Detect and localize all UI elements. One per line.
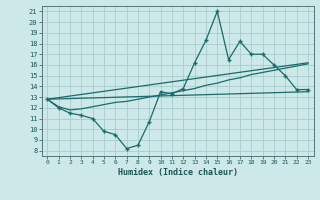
X-axis label: Humidex (Indice chaleur): Humidex (Indice chaleur): [118, 168, 237, 177]
